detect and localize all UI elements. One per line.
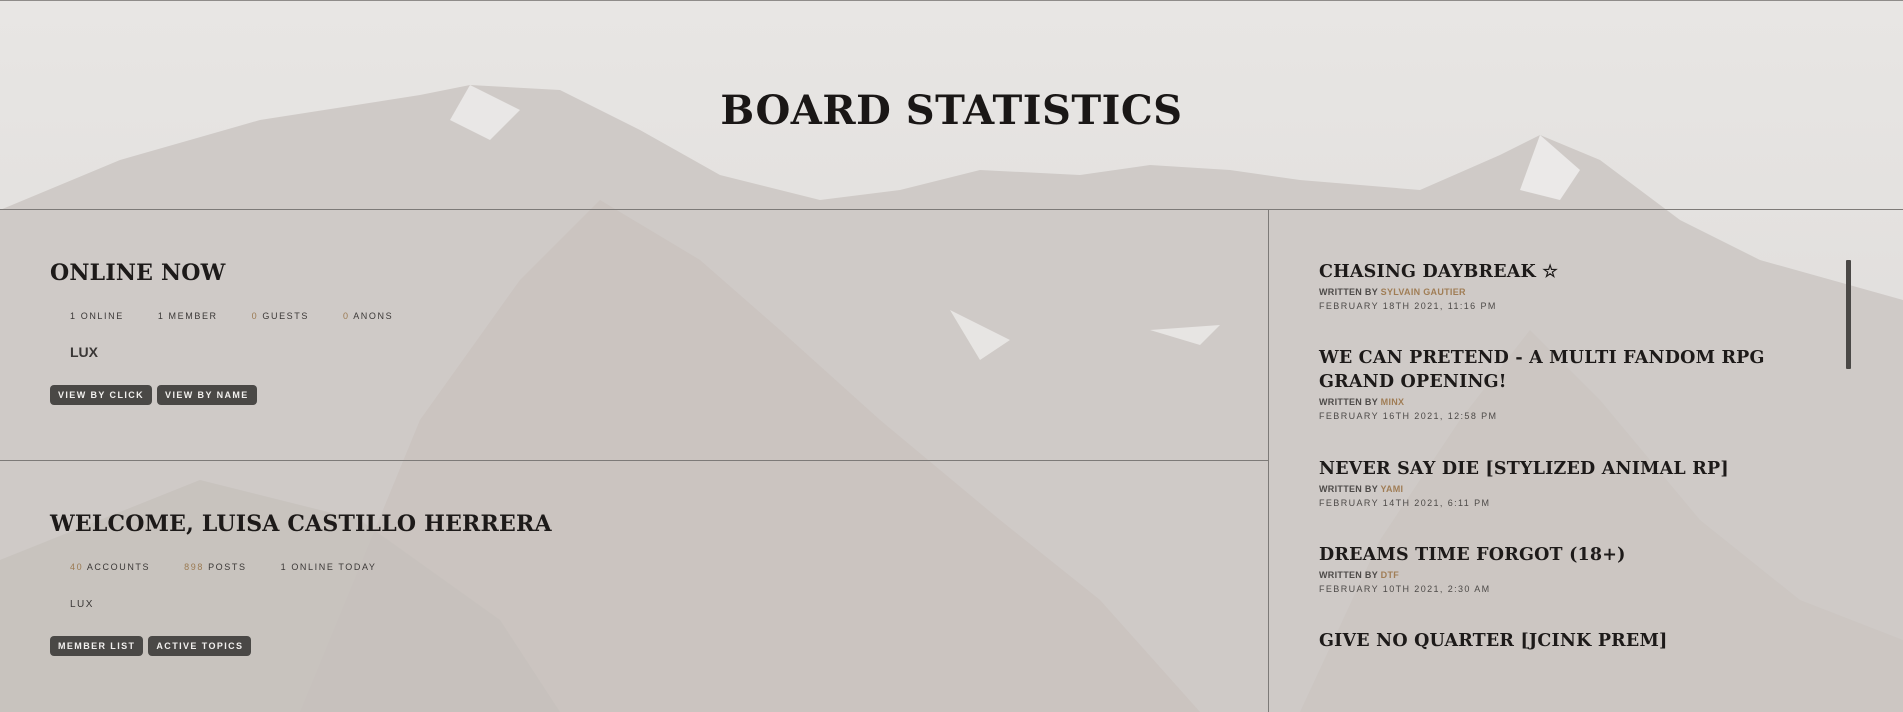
stat-posts: 898 POSTS (184, 562, 247, 572)
active-topics-button[interactable]: ACTIVE TOPICS (148, 636, 252, 656)
stat-members: 1 MEMBER (157, 311, 218, 321)
topic-title-link[interactable]: DREAMS TIME FORGOT (18+) (1319, 545, 1626, 565)
member-list-button[interactable]: MEMBER LIST (50, 636, 144, 656)
topic-date: FEBRUARY 16TH 2021, 12:58 PM (1319, 411, 1498, 421)
stat-online: 1 ONLINE (70, 311, 124, 321)
topic-title-link[interactable]: GIVE NO QUARTER [JCINK PREM] (1319, 631, 1668, 651)
author-link[interactable]: MINX (1380, 397, 1405, 407)
board-stats: 40 ACCOUNTS 898 POSTS 1 ONLINE TODAY (70, 562, 411, 572)
topic-item: NEVER SAY DIE [STYLIZED ANIMAL RP] WRITT… (1319, 457, 1799, 508)
view-by-name-button[interactable]: VIEW BY NAME (157, 385, 257, 405)
author-link[interactable]: YAMI (1380, 484, 1404, 494)
topic-meta: WRITTEN BY DTF (1319, 570, 1400, 580)
left-column: ONLINE NOW 1 ONLINE 1 MEMBER 0 GUESTS 0 … (0, 210, 1269, 712)
topic-title-link[interactable]: CHASING DAYBREAK ☆ (1319, 262, 1559, 282)
welcome-title: WELCOME, LUISA CASTILLO HERRERA (50, 511, 552, 537)
online-now-panel: ONLINE NOW 1 ONLINE 1 MEMBER 0 GUESTS 0 … (0, 210, 1268, 461)
topic-date: FEBRUARY 10TH 2021, 2:30 AM (1319, 584, 1491, 594)
stat-anons: 0 ANONS (342, 311, 394, 321)
topic-date: FEBRUARY 18TH 2021, 11:16 PM (1319, 301, 1497, 311)
topic-title-link[interactable]: WE CAN PRETEND - A MULTI FANDOM RPG GRAN… (1319, 348, 1765, 392)
topic-meta: WRITTEN BY SYLVAIN GAUTIER (1319, 287, 1466, 297)
author-link[interactable]: DTF (1380, 570, 1400, 580)
topics-scrollbar[interactable] (1846, 260, 1851, 369)
recent-topics-column: CHASING DAYBREAK ☆ WRITTEN BY SYLVAIN GA… (1269, 210, 1903, 712)
stat-online-today: 1 ONLINE TODAY (280, 562, 377, 572)
topic-meta: WRITTEN BY MINX (1319, 397, 1405, 407)
view-by-click-button[interactable]: VIEW BY CLICK (50, 385, 153, 405)
online-buttons: VIEW BY CLICK VIEW BY NAME (50, 385, 257, 405)
online-user-link[interactable]: LUX (70, 344, 98, 360)
today-user-link[interactable]: LUX (70, 599, 94, 610)
online-stats: 1 ONLINE 1 MEMBER 0 GUESTS 0 ANONS (70, 311, 427, 321)
topic-meta: WRITTEN BY YAMI (1319, 484, 1404, 494)
welcome-panel: WELCOME, LUISA CASTILLO HERRERA 40 ACCOU… (0, 461, 1268, 712)
page-header: BOARD STATISTICS (0, 1, 1903, 210)
welcome-buttons: MEMBER LIST ACTIVE TOPICS (50, 636, 252, 656)
page-title: BOARD STATISTICS (720, 87, 1183, 134)
top-border (0, 0, 1903, 1)
stat-accounts: 40 ACCOUNTS (70, 562, 151, 572)
topic-item: GIVE NO QUARTER [JCINK PREM] (1319, 629, 1799, 653)
topic-title-link[interactable]: NEVER SAY DIE [STYLIZED ANIMAL RP] (1319, 459, 1729, 479)
topic-date: FEBRUARY 14TH 2021, 6:11 PM (1319, 498, 1491, 508)
topic-item: DREAMS TIME FORGOT (18+) WRITTEN BY DTF … (1319, 543, 1799, 594)
author-link[interactable]: SYLVAIN GAUTIER (1380, 287, 1466, 297)
online-now-title: ONLINE NOW (50, 260, 226, 286)
topic-item: WE CAN PRETEND - A MULTI FANDOM RPG GRAN… (1319, 346, 1799, 421)
stat-guests: 0 GUESTS (251, 311, 309, 321)
topic-item: CHASING DAYBREAK ☆ WRITTEN BY SYLVAIN GA… (1319, 260, 1799, 311)
